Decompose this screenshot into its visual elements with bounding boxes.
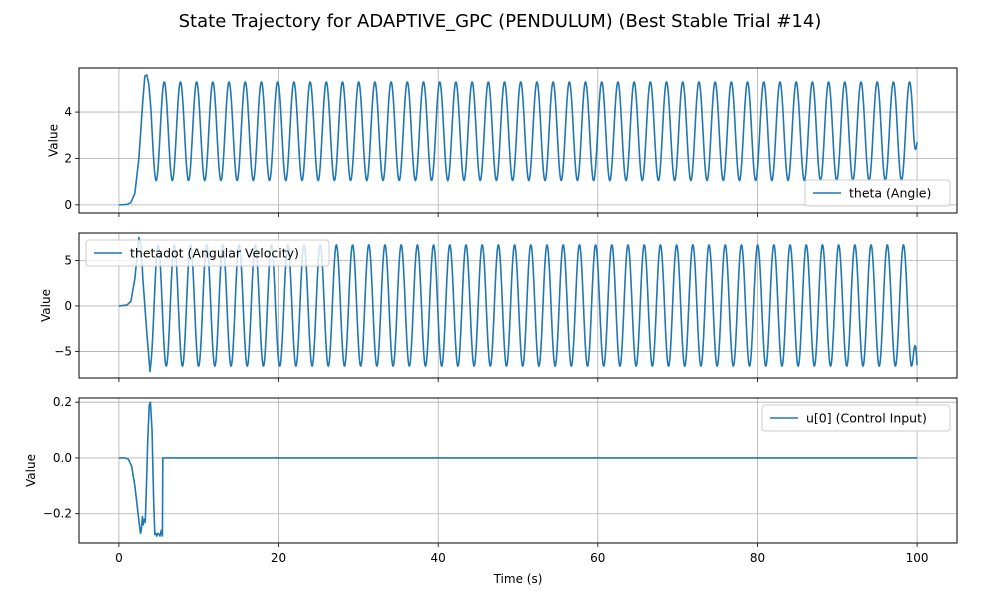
plot-frame xyxy=(78,67,958,214)
legend-box xyxy=(804,179,951,207)
y-tick-label: −0.2 xyxy=(43,507,72,521)
x-tick-label: 20 xyxy=(271,551,286,565)
x-tick-label: 80 xyxy=(750,551,765,565)
series-line-1 xyxy=(118,74,918,206)
y-tick-label: 4 xyxy=(64,105,72,119)
legend: u[0] (Control Input) xyxy=(761,404,951,432)
legend: theta (Angle) xyxy=(804,179,951,207)
plot-frame xyxy=(78,232,958,379)
y-tick-label: 0 xyxy=(64,198,72,212)
x-tick-label: 0 xyxy=(115,551,123,565)
x-tick-label: 40 xyxy=(431,551,446,565)
y-axis-label: Value xyxy=(39,289,53,322)
x-axis-label: Time (s) xyxy=(493,572,543,586)
y-tick-label: 0.0 xyxy=(53,451,72,465)
y-tick-label: −5 xyxy=(54,345,72,359)
legend: thetadot (Angular Velocity) xyxy=(85,239,330,267)
series-line-1 xyxy=(118,401,918,537)
legend-box xyxy=(761,404,951,432)
y-axis-label: Value xyxy=(24,454,38,487)
y-tick-label: 0 xyxy=(64,299,72,313)
series-line-1 xyxy=(118,236,918,373)
y-tick-label: 2 xyxy=(64,151,72,165)
x-tick-label: 60 xyxy=(590,551,605,565)
subplot-3: 0 20 40 60 80 100 −0.2 0.0 0.2 Value Time (s) u[0] … xyxy=(24,395,958,586)
plot-frame xyxy=(78,397,958,544)
y-tick-label: 5 xyxy=(64,253,72,267)
x-tick-label: 100 xyxy=(906,551,929,565)
legend-label: theta (Angle) xyxy=(849,186,931,201)
y-axis-label: Value xyxy=(47,124,61,157)
y-tick-label: 0.2 xyxy=(53,395,72,409)
legend-box xyxy=(85,239,330,267)
legend-label: thetadot (Angular Velocity) xyxy=(130,246,299,261)
legend-label: u[0] (Control Input) xyxy=(806,411,927,426)
figure-title: State Trajectory for ADAPTIVE_GPC (PENDU… xyxy=(179,11,822,32)
subplot-2: −5 0 5 Value thetadot (Angular Velocity) xyxy=(39,232,958,382)
